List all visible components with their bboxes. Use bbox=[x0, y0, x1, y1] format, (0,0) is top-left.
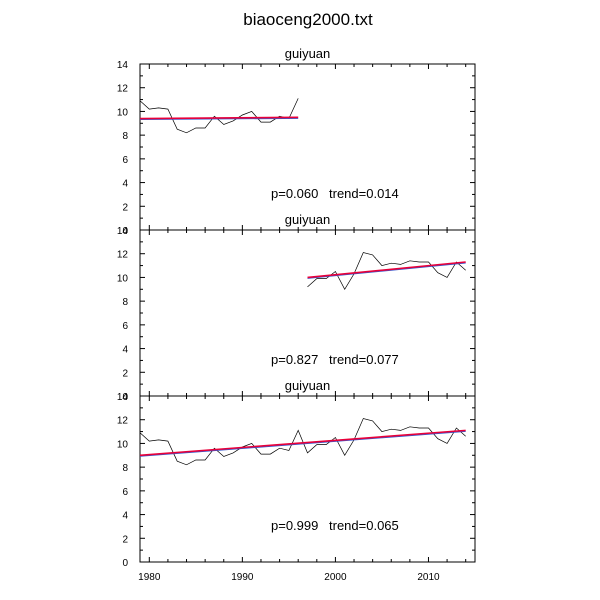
panel-title: guiyuan bbox=[285, 46, 331, 61]
y-tick-label: 8 bbox=[122, 131, 128, 142]
y-tick-label: 2 bbox=[122, 368, 128, 379]
trend-annotation: trend=0.065 bbox=[329, 518, 399, 533]
data-series-line bbox=[307, 252, 466, 291]
x-tick-label: 1990 bbox=[231, 572, 254, 583]
y-tick-label: 8 bbox=[122, 463, 128, 474]
figure-title: biaoceng2000.txt bbox=[243, 10, 373, 29]
p-value-annotation: p=0.827 bbox=[271, 352, 318, 367]
y-tick-label: 6 bbox=[122, 155, 128, 166]
y-tick-label: 14 bbox=[117, 60, 129, 71]
plot-frame bbox=[139, 229, 476, 397]
trend-line-blue bbox=[139, 430, 466, 457]
y-tick-label: 6 bbox=[122, 487, 128, 498]
y-tick-label: 14 bbox=[117, 392, 129, 403]
plot-frame bbox=[139, 395, 476, 563]
data-series-line bbox=[139, 98, 299, 134]
y-tick-label: 2 bbox=[122, 534, 128, 545]
y-tick-label: 12 bbox=[117, 84, 129, 95]
x-tick-label: 1980 bbox=[138, 572, 161, 583]
y-tick-label: 8 bbox=[122, 297, 128, 308]
x-tick-label: 2000 bbox=[324, 572, 347, 583]
y-tick-label: 0 bbox=[122, 392, 128, 403]
y-tick-label: 6 bbox=[122, 321, 128, 332]
y-tick-label: 10 bbox=[117, 107, 129, 118]
trend-line-red bbox=[139, 116, 299, 120]
y-tick-label: 12 bbox=[117, 250, 129, 261]
plot-frame bbox=[139, 63, 476, 231]
y-tick-label: 10 bbox=[117, 273, 129, 284]
data-series-line bbox=[139, 418, 466, 466]
chart-panel-3: guiyuan 0 2 4 6 8 10 12 14 1980 1990 2000 2010 p=0.99… bbox=[117, 378, 476, 583]
trend-line-blue bbox=[307, 262, 466, 279]
panel-title: guiyuan bbox=[285, 212, 331, 227]
trend-annotation: trend=0.014 bbox=[329, 186, 399, 201]
x-tick-label: 2010 bbox=[417, 572, 440, 583]
y-tick-label: 14 bbox=[117, 226, 129, 237]
y-tick-label: 0 bbox=[122, 558, 128, 569]
trend-line-red bbox=[139, 429, 466, 457]
y-tick-label: 4 bbox=[122, 511, 128, 522]
y-tick-label: 12 bbox=[117, 416, 129, 427]
trend-line-red bbox=[307, 261, 466, 279]
p-value-annotation: p=0.999 bbox=[271, 518, 318, 533]
p-value-annotation: p=0.060 bbox=[271, 186, 318, 201]
y-tick-label: 4 bbox=[122, 345, 128, 356]
trend-line-blue bbox=[139, 117, 299, 121]
chart-panel-2: guiyuan 0 2 4 6 8 10 12 14 p=0.827 trend=0.077 bbox=[117, 212, 476, 403]
y-tick-label: 4 bbox=[122, 179, 128, 190]
panel-title: guiyuan bbox=[285, 378, 331, 393]
trend-annotation: trend=0.077 bbox=[329, 352, 399, 367]
y-tick-label: 0 bbox=[122, 226, 128, 237]
y-tick-label: 2 bbox=[122, 202, 128, 213]
y-tick-label: 10 bbox=[117, 439, 129, 450]
chart-panel-1: guiyuan 0 2 4 6 8 10 12 14 p=0.060 trend=0.014 bbox=[117, 46, 476, 237]
